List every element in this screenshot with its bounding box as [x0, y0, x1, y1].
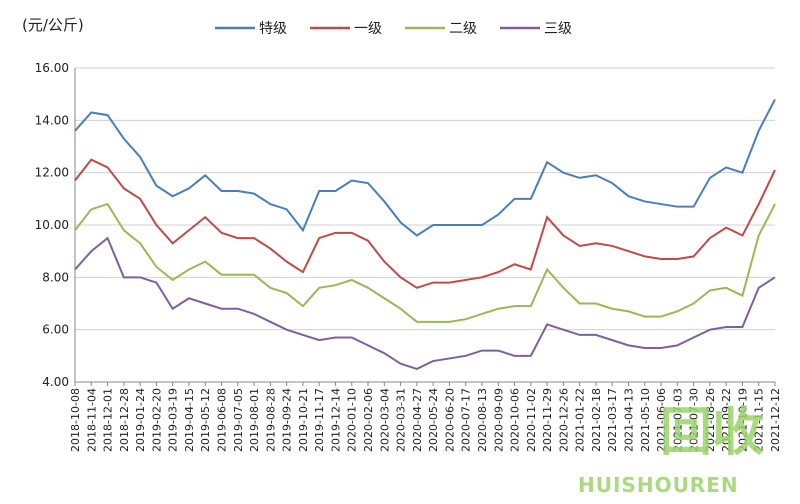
- x-tick-label: 2021-08-26: [704, 388, 717, 452]
- x-tick-label: 2019-08-28: [264, 388, 277, 452]
- x-tick-label: 2021-06-06: [655, 388, 668, 452]
- series-line: [74, 98, 776, 237]
- y-tick-label: 4.00: [42, 375, 69, 389]
- x-tick-label: 2019-09-24: [281, 388, 294, 452]
- legend-label: 二级: [449, 21, 477, 37]
- x-tick-label: 2019-02-20: [150, 388, 163, 452]
- x-tick-label: 2019-06-08: [216, 388, 229, 452]
- watermark: 回收: [660, 403, 764, 463]
- x-tick-label: 2019-05-12: [199, 388, 212, 452]
- x-tick-label: 2019-11-17: [313, 388, 326, 452]
- x-tick-label: 2020-03-04: [378, 388, 391, 452]
- x-tick-label: 2021-12-12: [769, 388, 782, 452]
- x-tick-label: 2021-11-15: [753, 388, 766, 452]
- x-tick-label: 2020-08-13: [476, 388, 489, 452]
- x-tick-label: 2020-11-29: [541, 388, 554, 452]
- x-tick-label: 2021-07-30: [688, 388, 701, 452]
- x-tick-label: 2021-04-13: [622, 388, 635, 452]
- y-tick-label: 14.00: [35, 113, 69, 127]
- x-tick-label: 2020-04-27: [411, 388, 424, 452]
- x-tick-label: 2021-09-22: [720, 388, 733, 452]
- series-line: [74, 236, 776, 370]
- x-tick-label: 2021-02-18: [590, 388, 603, 452]
- x-tick-label: 2019-04-15: [183, 388, 196, 452]
- x-tick-label: 2020-02-06: [362, 388, 375, 452]
- x-tick-label: 2019-10-21: [297, 388, 310, 452]
- y-tick-label: 6.00: [42, 323, 69, 337]
- x-tick-label: 2018-12-28: [118, 388, 131, 452]
- y-tick-label: 8.00: [42, 270, 69, 284]
- x-tick-label: 2020-11-02: [525, 388, 538, 452]
- legend-label: 三级: [544, 21, 572, 37]
- x-tick-label: 2021-01-22: [574, 388, 587, 452]
- series-line: [74, 158, 776, 289]
- y-tick-label: 10.00: [35, 218, 69, 232]
- x-tick-label: 2020-03-31: [395, 388, 408, 452]
- series-line: [74, 202, 776, 323]
- y-unit: (元/公斤): [22, 16, 84, 34]
- x-tick-label: 2020-12-26: [557, 388, 570, 452]
- legend-label: 一级: [354, 21, 382, 37]
- x-tick-label: 2018-12-01: [102, 388, 115, 452]
- x-tick-label: 2019-12-14: [329, 388, 342, 452]
- x-tick-label: 2019-08-01: [248, 388, 261, 452]
- x-tick-label: 2020-10-06: [509, 388, 522, 452]
- watermark-subtext: HUISHOUREN: [578, 473, 739, 497]
- legend-label: 特级: [259, 21, 287, 37]
- x-tick-label: 2019-01-24: [134, 388, 147, 452]
- x-tick-label: 2021-10-19: [736, 388, 749, 452]
- x-tick-label: 2019-07-05: [232, 388, 245, 452]
- y-tick-label: 16.00: [35, 61, 69, 75]
- x-tick-label: 2019-03-19: [167, 388, 180, 452]
- x-tick-label: 2021-07-03: [671, 388, 684, 452]
- x-tick-label: 2021-05-10: [639, 388, 652, 452]
- x-tick-label: 2020-09-09: [492, 388, 505, 452]
- x-tick-label: 2020-06-20: [443, 388, 456, 452]
- x-tick-label: 2018-10-08: [69, 388, 82, 452]
- x-tick-label: 2020-01-10: [346, 388, 359, 452]
- x-tick-label: 2021-03-17: [606, 388, 619, 452]
- y-tick-label: 12.00: [35, 166, 69, 180]
- x-tick-label: 2018-11-04: [85, 388, 98, 452]
- x-tick-label: 2020-07-17: [460, 388, 473, 452]
- x-tick-label: 2020-05-24: [427, 388, 440, 452]
